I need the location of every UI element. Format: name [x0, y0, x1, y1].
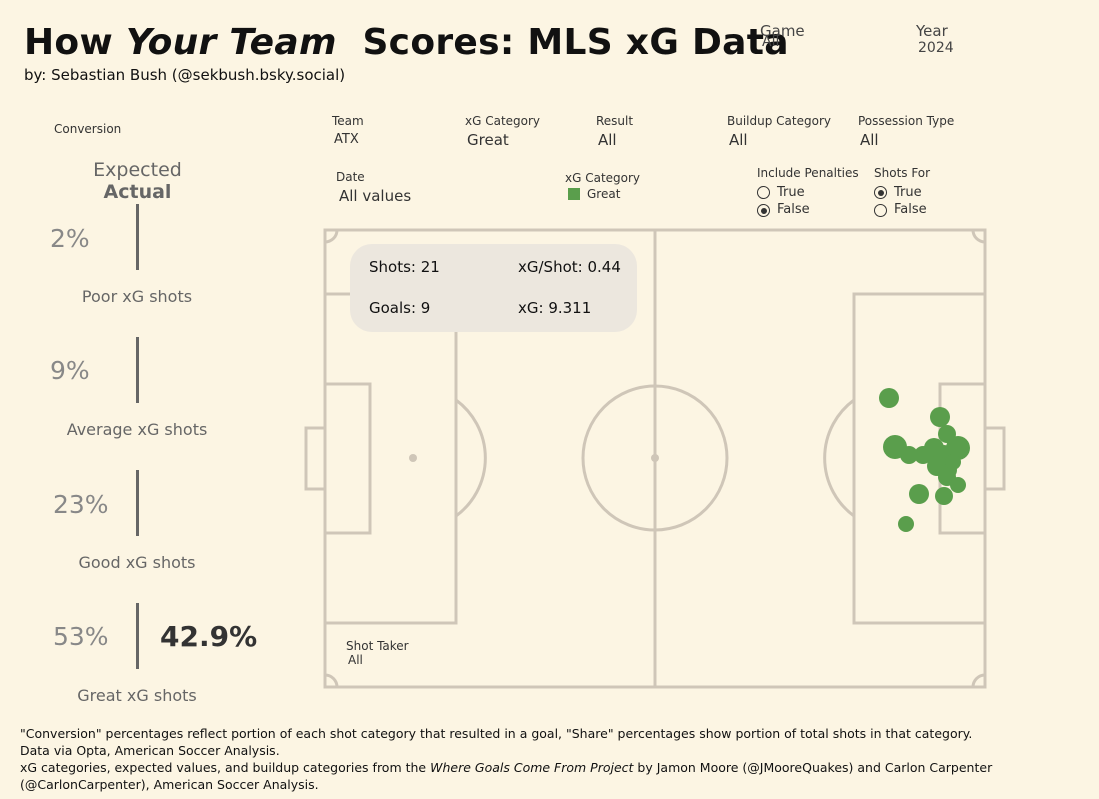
average-expected-pct: 9% [50, 356, 90, 385]
date-filter-value: All values [339, 187, 412, 205]
shots-for-true-label[interactable]: True [894, 185, 922, 200]
footer-notes: "Conversion" percentages reflect portion… [20, 725, 1080, 793]
corner-arc [324, 673, 339, 688]
date-filter-label: Date [336, 170, 365, 184]
great-expected-pct: 53% [53, 622, 109, 651]
left-penalty-spot [409, 454, 417, 462]
shots-for-true-radio[interactable] [874, 186, 887, 199]
poor-category-label: Poor xG shots [81, 287, 193, 306]
good-expected-pct: 23% [53, 490, 109, 519]
center-spot [651, 454, 659, 462]
shots-stat: Shots: 21 [369, 258, 440, 276]
shot-marker[interactable] [900, 446, 918, 464]
byline: by: Sebastian Bush (@sekbush.bsky.social… [24, 66, 346, 84]
shot-marker[interactable] [950, 477, 966, 493]
team-filter[interactable]: Team ATX [332, 114, 364, 147]
good-category-label: Good xG shots [78, 553, 196, 572]
year-label: Year [916, 22, 948, 40]
poor-expected-pct: 2% [50, 224, 90, 253]
buildup-category-filter-label: Buildup Category [727, 114, 831, 128]
shot-marker[interactable] [945, 454, 961, 470]
possession-type-filter-label: Possession Type [858, 114, 955, 128]
xg-per-shot-stat: xG/Shot: 0.44 [518, 258, 621, 276]
include-penalties-false-label[interactable]: False [777, 202, 810, 217]
poor-bar [136, 204, 139, 270]
corner-arc [971, 229, 986, 244]
shot-marker[interactable] [909, 484, 929, 504]
average-category-label: Average xG shots [66, 420, 208, 439]
game-selector[interactable]: Game All [760, 22, 805, 50]
expected-label: Expected [93, 159, 182, 181]
corner-arc [324, 229, 339, 244]
legend-title: xG Category [565, 171, 641, 185]
great-actual-pct: 42.9% [160, 620, 258, 653]
footer-line-3: xG categories, expected values, and buil… [20, 760, 993, 792]
date-filter[interactable]: Date All values [336, 170, 411, 205]
great-bar [136, 603, 139, 669]
actual-label: Actual [103, 181, 172, 203]
shot-marker[interactable] [935, 487, 953, 505]
shots-for-false-label[interactable]: False [894, 202, 927, 217]
left-six-yard-box [323, 382, 372, 535]
result-filter-value: All [598, 131, 617, 149]
shot-taker-filter[interactable]: Shot Taker All [346, 639, 409, 667]
shots-for-label: Shots For [874, 166, 931, 180]
team-filter-value: ATX [334, 132, 359, 147]
include-penalties-false-radio[interactable] [757, 204, 770, 217]
legend-item-label: Great [587, 187, 621, 201]
include-penalties-true-label[interactable]: True [777, 185, 805, 200]
shot-markers [879, 388, 970, 532]
page-title: How Your Team Scores: MLS xG Data [24, 22, 789, 63]
footer-line-2: Data via Opta, American Soccer Analysis. [20, 743, 280, 758]
possession-type-filter-value: All [860, 131, 879, 149]
xg-category-filter-label: xG Category [465, 114, 541, 128]
shot-taker-filter-value: All [348, 653, 363, 667]
possession-type-filter[interactable]: Possession Type All [858, 114, 954, 149]
left-penalty-arc [455, 398, 487, 518]
center-circle [581, 384, 729, 532]
include-penalties-label: Include Penalties [757, 166, 859, 180]
corner-arc [971, 673, 986, 688]
legend-swatch [568, 188, 580, 200]
shot-marker[interactable] [879, 388, 899, 408]
xg-category-filter-value: Great [467, 131, 509, 149]
shot-taker-filter-label: Shot Taker [346, 639, 409, 653]
team-filter-label: Team [332, 114, 364, 128]
game-label: Game [760, 22, 805, 40]
xg-stat: xG: 9.311 [518, 299, 592, 317]
good-bar [136, 470, 139, 536]
conversion-label: Conversion [54, 122, 122, 136]
goals-stat: Goals: 9 [369, 299, 431, 317]
game-value: All [762, 34, 780, 50]
xg-category-filter[interactable]: xG Category Great [465, 114, 540, 149]
buildup-category-filter-value: All [729, 131, 748, 149]
average-bar [136, 337, 139, 403]
shots-for-false-radio[interactable] [874, 204, 887, 217]
great-category-label: Great xG shots [77, 686, 197, 705]
left-goal [304, 426, 327, 491]
footer-line-1: "Conversion" percentages reflect portion… [20, 726, 973, 741]
shot-marker[interactable] [898, 516, 914, 532]
include-penalties-true-radio[interactable] [757, 186, 770, 199]
shot-marker[interactable] [930, 407, 950, 427]
buildup-category-filter[interactable]: Buildup Category All [727, 114, 831, 149]
year-selector[interactable]: Year 2024 [916, 22, 954, 56]
right-goal [983, 426, 1006, 491]
result-filter-label: Result [596, 114, 634, 128]
left-penalty-box [323, 292, 458, 625]
stats-box: Shots: 21 xG/Shot: 0.44 Goals: 9 xG: 9.3… [350, 244, 637, 332]
right-penalty-arc [823, 398, 855, 518]
result-filter[interactable]: Result All [596, 114, 633, 149]
year-value: 2024 [918, 40, 954, 56]
